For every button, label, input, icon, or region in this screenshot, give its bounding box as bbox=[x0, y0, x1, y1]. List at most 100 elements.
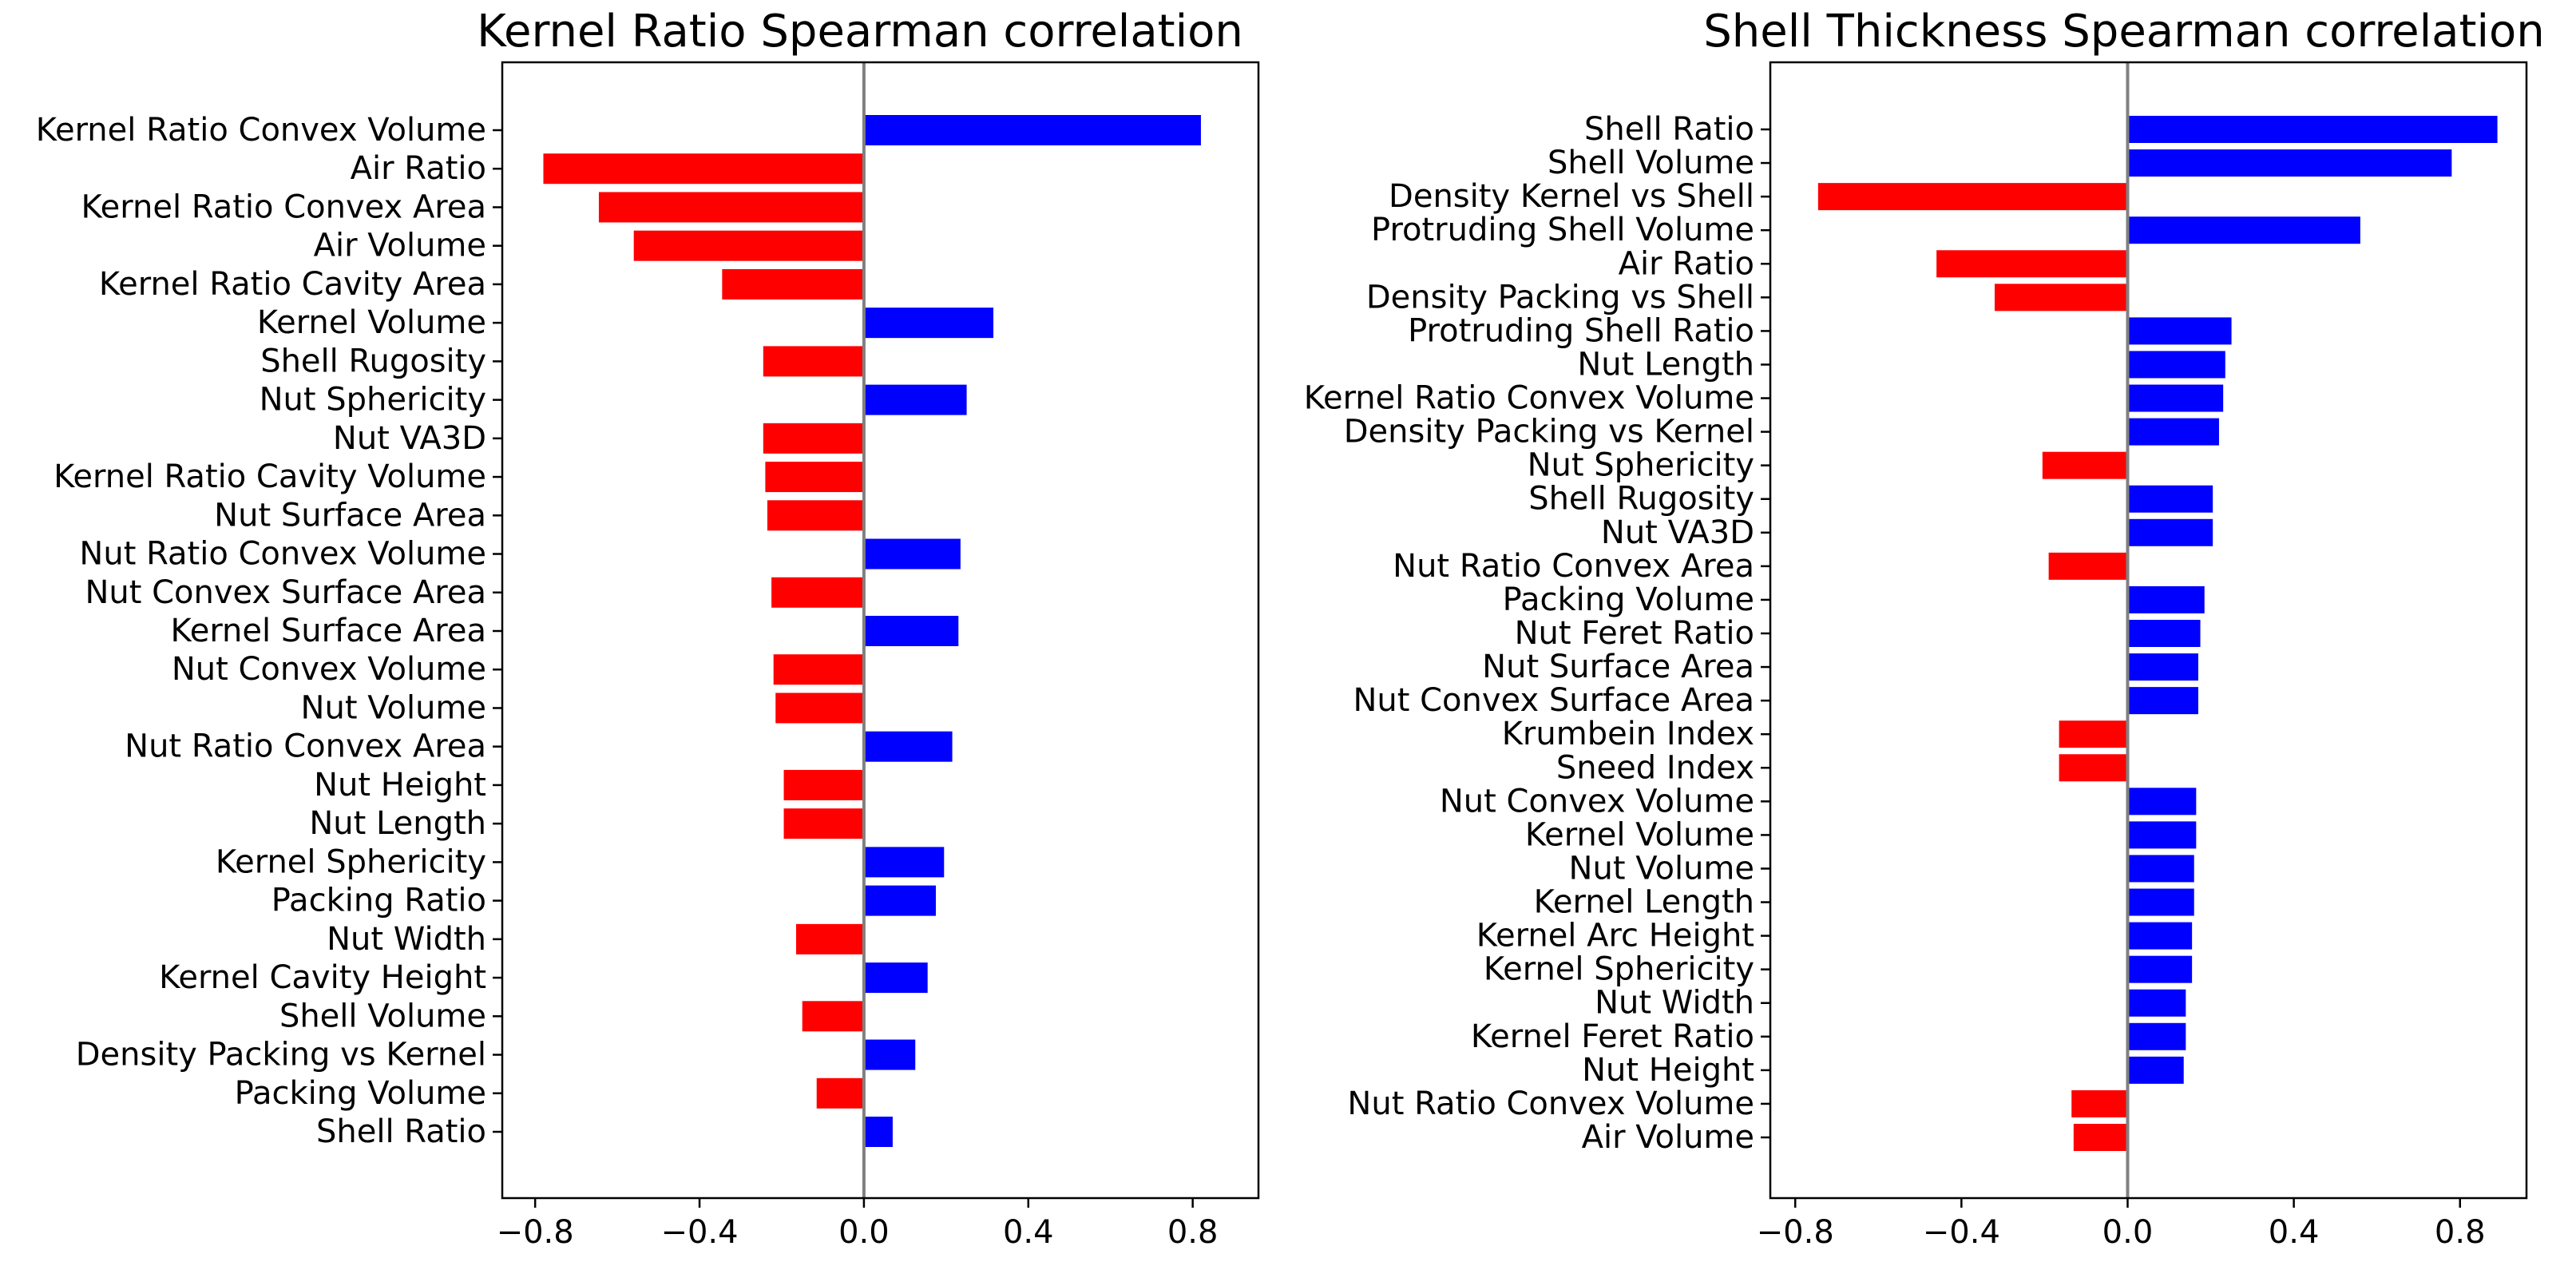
panel1-bar bbox=[863, 115, 1201, 145]
panel2-bar bbox=[2127, 821, 2197, 849]
panel2-bar bbox=[2127, 518, 2213, 546]
panel2-ytick-label: Density Kernel vs Shell bbox=[1389, 178, 1754, 215]
panel2-bar bbox=[1994, 284, 2128, 312]
panel2-bar bbox=[2127, 1056, 2184, 1084]
panel2-ytick-label: Krumbein Index bbox=[1502, 716, 1754, 752]
panel2-ytick-label: Kernel Arc Height bbox=[1476, 918, 1754, 954]
panel2-bar bbox=[2042, 451, 2128, 479]
panel1-bar bbox=[863, 1039, 916, 1070]
panel1-ytick-label: Kernel Sphericity bbox=[216, 843, 486, 880]
panel1-ytick-label: Kernel Ratio Convex Area bbox=[81, 189, 486, 225]
panel1-ytick-label: Air Ratio bbox=[351, 150, 486, 187]
panel2-ytick-label: Sneed Index bbox=[1556, 749, 1754, 786]
panel1-xtick-label: 0.4 bbox=[1003, 1214, 1054, 1251]
panel2-ytick-label: Shell Ratio bbox=[1584, 111, 1754, 148]
panel2-ytick-label: Protruding Shell Ratio bbox=[1408, 312, 1754, 349]
panel2-bar bbox=[2127, 317, 2232, 345]
panel1-ytick-label: Kernel Ratio Cavity Area bbox=[99, 266, 486, 303]
panel1-bar bbox=[863, 885, 936, 916]
panel2-xtick-label: 0.0 bbox=[2102, 1214, 2154, 1251]
panel1-ytick-label: Kernel Ratio Convex Volume bbox=[36, 112, 486, 149]
panel1-chart-title: Kernel Ratio Spearman correlation bbox=[477, 6, 1243, 58]
panel2-bar bbox=[2127, 116, 2498, 143]
panel2-ytick-label: Nut Sphericity bbox=[1528, 447, 1754, 484]
panel1-bar bbox=[771, 577, 864, 608]
panel2-bar bbox=[1936, 250, 2128, 278]
panel2-ytick-label: Nut VA3D bbox=[1601, 514, 1754, 551]
panel2-bar bbox=[2127, 1022, 2186, 1050]
panel1-ytick-label: Nut Sphericity bbox=[260, 382, 486, 419]
panel1-bar bbox=[598, 192, 864, 223]
panel2-xtick-label: −0.8 bbox=[1757, 1214, 1834, 1251]
panel1-ytick-label: Kernel Surface Area bbox=[170, 613, 486, 649]
panel1-ytick-label: Packing Volume bbox=[235, 1075, 486, 1112]
panel2-ytick-label: Nut Surface Area bbox=[1482, 649, 1754, 685]
panel1-ytick-label: Nut Length bbox=[309, 805, 486, 842]
panel1-bar bbox=[722, 268, 864, 300]
panel2-chart-title: Shell Thickness Spearman correlation bbox=[1703, 6, 2545, 58]
panel1-ytick-label: Shell Rugosity bbox=[260, 343, 486, 379]
panel1-bar bbox=[767, 500, 864, 531]
panel1-ytick-label: Air Volume bbox=[314, 228, 486, 264]
panel2-ytick-label: Packing Volume bbox=[1503, 581, 1754, 618]
panel2-ytick-label: Kernel Length bbox=[1534, 884, 1754, 921]
panel1-bar bbox=[802, 1001, 864, 1032]
panel2-ytick-label: Protruding Shell Volume bbox=[1371, 212, 1754, 248]
panel2-bar bbox=[2073, 1124, 2128, 1151]
panel2-ytick-label: Nut Volume bbox=[1569, 850, 1754, 887]
panel1-xtick-label: −0.4 bbox=[660, 1214, 738, 1251]
panel2-bar bbox=[1817, 183, 2128, 211]
panel1-bar bbox=[863, 847, 945, 878]
panel2-ytick-label: Density Packing vs Kernel bbox=[1344, 414, 1754, 450]
panel1-bar bbox=[783, 808, 864, 839]
panel1-bar bbox=[863, 1117, 893, 1147]
panel2-bar bbox=[2127, 687, 2198, 715]
panel1-xtick-label: 0.0 bbox=[838, 1214, 890, 1251]
panel2-bar bbox=[2059, 754, 2128, 782]
panel2-xtick-label: −0.4 bbox=[1923, 1214, 2000, 1251]
panel2-bar bbox=[2127, 418, 2219, 446]
panel1-xtick-label: 0.8 bbox=[1167, 1214, 1219, 1251]
panel2-bar bbox=[2127, 888, 2194, 916]
panel2-bar bbox=[2127, 351, 2225, 379]
panel2-bar bbox=[2048, 552, 2128, 580]
panel2-bar bbox=[2071, 1089, 2128, 1117]
panel1-ytick-label: Nut VA3D bbox=[333, 420, 486, 457]
panel2-axes-frame bbox=[1769, 61, 2528, 1200]
panel2-bar bbox=[2127, 989, 2186, 1017]
panel1-ytick-label: Packing Ratio bbox=[271, 883, 486, 919]
panel2-ytick-label: Kernel Volume bbox=[1525, 816, 1754, 853]
panel1-bar bbox=[863, 616, 959, 646]
panel1-ytick-label: Nut Convex Volume bbox=[172, 651, 486, 688]
panel1-bar bbox=[763, 423, 864, 454]
panel2-bar bbox=[2127, 788, 2197, 816]
panel2-bar bbox=[2127, 855, 2194, 883]
panel2-bar bbox=[2127, 585, 2205, 613]
panel1-ytick-label: Nut Ratio Convex Volume bbox=[79, 536, 486, 573]
panel2-bar bbox=[2127, 149, 2452, 177]
panel1-ytick-label: Nut Ratio Convex Area bbox=[125, 728, 486, 765]
panel1-bar bbox=[863, 731, 953, 762]
panel2-bar bbox=[2127, 922, 2193, 950]
panel2-ytick-label: Shell Rugosity bbox=[1528, 481, 1754, 518]
panel2-ytick-label: Kernel Sphericity bbox=[1484, 951, 1754, 988]
panel2-ytick-label: Nut Convex Volume bbox=[1440, 783, 1754, 820]
panel1-bar bbox=[863, 538, 961, 569]
panel1-ytick-label: Shell Ratio bbox=[316, 1113, 486, 1150]
panel1-bar bbox=[795, 923, 864, 954]
panel1-ytick-label: Density Packing vs Kernel bbox=[76, 1037, 486, 1073]
panel1-bar bbox=[763, 346, 864, 377]
panel1-bar bbox=[633, 230, 864, 261]
panel2-ytick-label: Air Volume bbox=[1582, 1119, 1754, 1156]
panel2-xtick-label: 0.8 bbox=[2435, 1214, 2486, 1251]
panel2-bar bbox=[2127, 216, 2360, 244]
panel1-ytick-label: Nut Surface Area bbox=[214, 497, 486, 534]
panel1-ytick-label: Nut Height bbox=[314, 767, 486, 804]
panel1-ytick-label: Nut Width bbox=[327, 921, 486, 958]
panel2-bar bbox=[2127, 955, 2193, 983]
panel1-ytick-label: Kernel Volume bbox=[257, 304, 486, 341]
panel2-ytick-label: Nut Width bbox=[1595, 985, 1754, 1022]
panel2-bar bbox=[2127, 384, 2224, 412]
panel1-ytick-label: Nut Convex Surface Area bbox=[85, 574, 486, 611]
